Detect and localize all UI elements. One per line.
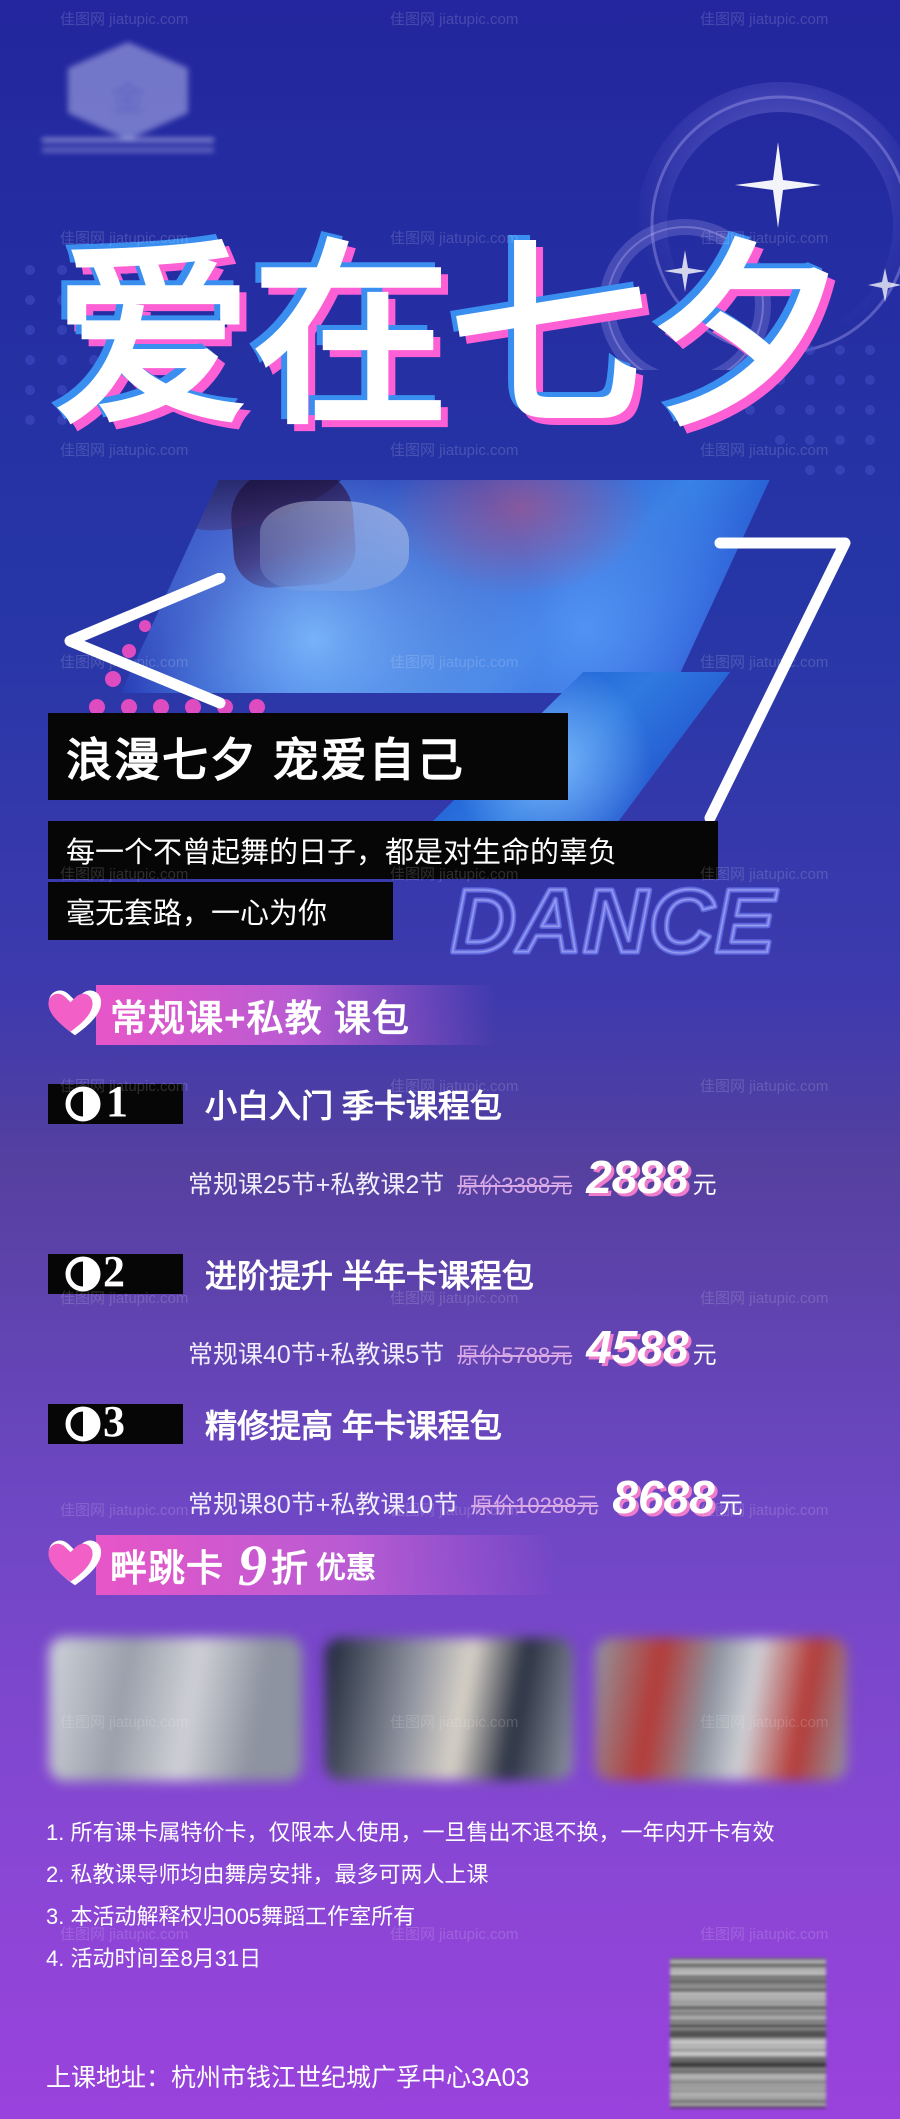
svg-text:2: 2: [103, 1254, 125, 1294]
svg-text:3: 3: [103, 1404, 125, 1444]
svg-text:金: 金: [111, 80, 145, 118]
svg-text:DANCE: DANCE: [451, 872, 778, 972]
svg-text:爱在七夕: 爱在七夕: [54, 228, 846, 448]
svg-text:1: 1: [106, 1084, 128, 1124]
